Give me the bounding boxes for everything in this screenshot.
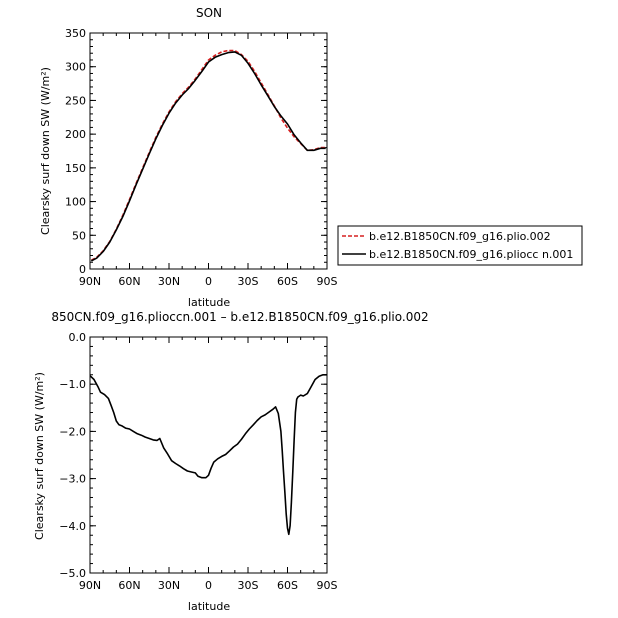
top-y-tick-label: 250 xyxy=(65,94,86,107)
top-x-tick-label: 60S xyxy=(277,275,298,288)
bottom-plot-frame xyxy=(89,336,328,574)
legend: b.e12.B1850CN.f09_g16.plio.002 b.e12.B18… xyxy=(337,225,583,266)
legend-box xyxy=(337,225,583,266)
bottom-y-tick-label: −1.0 xyxy=(59,378,86,391)
bottom-x-tick-label: 0 xyxy=(205,579,212,592)
bottom-y-tick-label: −4.0 xyxy=(59,520,86,533)
top-x-tick-label: 90N xyxy=(79,275,101,288)
bottom-x-axis-title: latitude xyxy=(188,600,230,613)
top-x-tick-label: 90S xyxy=(317,275,338,288)
top-x-tick-label: 30S xyxy=(238,275,259,288)
bottom-y-tick-label: 0.0 xyxy=(69,331,87,344)
top-plot-frame xyxy=(89,32,328,270)
top-x-axis-title: latitude xyxy=(188,296,230,309)
top-series-group xyxy=(90,49,326,262)
top-y-tick-label: 0 xyxy=(79,263,86,276)
top-y-tick-label: 50 xyxy=(72,229,86,242)
bottom-y-axis-title: Clearsky surf down SW (W/m²) xyxy=(33,372,46,540)
bottom-x-tick-label: 60N xyxy=(118,579,140,592)
top-x-tick-label: 0 xyxy=(205,275,212,288)
top-y-tick-label: 100 xyxy=(65,196,86,209)
bottom-x-tick-label: 30N xyxy=(158,579,180,592)
top-y-tick-label: 150 xyxy=(65,162,86,175)
legend-label-plioccn: b.e12.B1850CN.f09_g16.pliocc n.001 xyxy=(369,248,573,261)
bottom-x-tick-label: 90S xyxy=(317,579,338,592)
bottom-x-tick-label: 30S xyxy=(238,579,259,592)
bottom-chart-title: 850CN.f09_g16.plioccn.001 – b.e12.B1850C… xyxy=(51,310,428,324)
top-x-tick-label: 60N xyxy=(118,275,140,288)
top-chart-title: SON xyxy=(196,6,222,20)
top-series-line-0 xyxy=(90,49,326,261)
top-y-tick-label: 350 xyxy=(65,27,86,40)
top-series-line-1 xyxy=(90,51,326,262)
top-y-tick-label: 200 xyxy=(65,128,86,141)
top-axes: 90N 60N 30N 0 30S 60S 90S 0 50 100 150 200 250 300 350 xyxy=(65,27,338,288)
bottom-y-tick-label: −2.0 xyxy=(59,425,86,438)
bottom-series-line-0 xyxy=(89,374,327,536)
bottom-y-tick-label: −5.0 xyxy=(59,567,86,580)
bottom-x-tick-label: 90N xyxy=(79,579,101,592)
top-panel: SON 90N 60N 30N 0 30S 60S 90S 0 50 100 150 200 250 30… xyxy=(39,6,338,309)
bottom-axes: 90N 60N 30N 0 30S 60S 90S 0.0 −1.0 −2.0 −3.0 −4.0 −5… xyxy=(59,331,337,592)
bottom-y-tick-label: −3.0 xyxy=(59,473,86,486)
bottom-x-tick-label: 60S xyxy=(277,579,298,592)
legend-label-plio: b.e12.B1850CN.f09_g16.plio.002 xyxy=(369,230,551,243)
top-y-tick-label: 300 xyxy=(65,61,86,74)
bottom-series-group xyxy=(89,374,327,536)
top-y-axis-title: Clearsky surf down SW (W/m²) xyxy=(39,67,52,235)
bottom-panel: 850CN.f09_g16.plioccn.001 – b.e12.B1850C… xyxy=(33,310,429,613)
top-x-tick-label: 30N xyxy=(158,275,180,288)
